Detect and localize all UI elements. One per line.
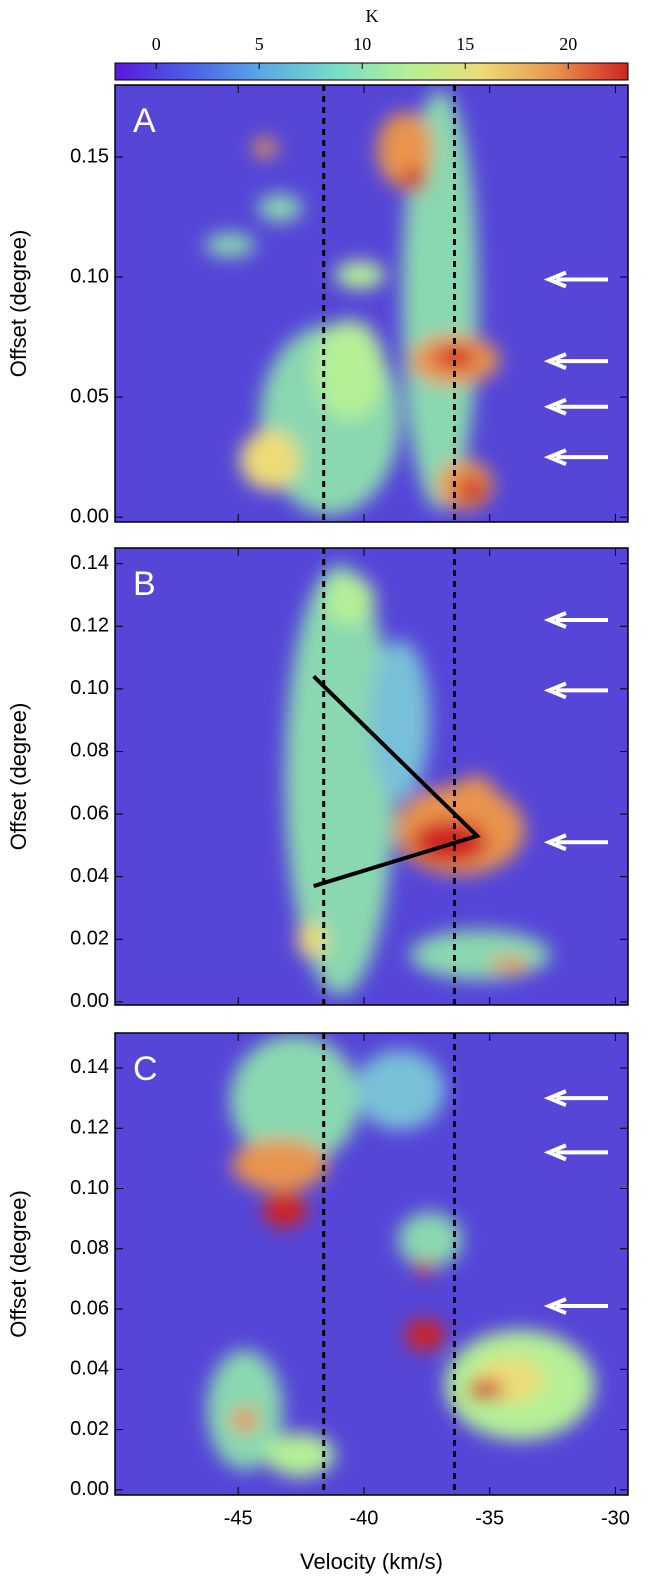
- arrow: [543, 681, 608, 700]
- y-tick-label: 0.12: [70, 1117, 109, 1139]
- colorbar-tick-label: 20: [559, 34, 577, 54]
- y-tick-label: 0.08: [70, 740, 109, 762]
- colorbar-tick-label: 5: [255, 34, 264, 54]
- y-tick-label: 0.00: [70, 1478, 109, 1500]
- y-tick-label: 0.05: [70, 385, 109, 407]
- arrow: [543, 1143, 608, 1162]
- arrow: [543, 1089, 608, 1107]
- y-tick-label: 0.14: [70, 552, 109, 574]
- y-tick-label: 0.04: [70, 1358, 109, 1380]
- colorbar-tick-label: 10: [353, 34, 371, 54]
- y-tick-label: 0.10: [70, 677, 109, 699]
- y-tick-label: 0.10: [70, 1177, 109, 1199]
- x-tick-label: -30: [601, 1507, 630, 1529]
- y-axis-label: Offset (degree): [6, 230, 31, 378]
- gradient-line: [312, 674, 481, 888]
- x-axis-label: Velocity (km/s): [300, 1549, 443, 1574]
- y-tick-label: 0.06: [70, 802, 109, 824]
- y-axis-label: Offset (degree): [6, 703, 31, 851]
- y-tick-label: 0.10: [70, 265, 109, 287]
- arrow: [543, 397, 608, 416]
- arrow: [543, 1297, 608, 1315]
- y-tick-label: 0.00: [70, 505, 109, 527]
- panel-label: B: [133, 565, 156, 603]
- arrow: [543, 611, 608, 629]
- arrow: [543, 833, 608, 852]
- emission-b: [115, 548, 628, 1005]
- y-tick-label: 0.12: [70, 615, 109, 637]
- y-tick-label: 0.04: [70, 865, 109, 887]
- arrow: [543, 448, 608, 467]
- colorbar-label: K: [366, 6, 379, 26]
- plot-frame: [114, 1032, 629, 1496]
- y-tick-label: 0.06: [70, 1297, 109, 1319]
- y-tick-label: 0.02: [70, 1418, 109, 1440]
- y-tick-label: 0.15: [70, 145, 109, 167]
- y-tick-label: 0.08: [70, 1237, 109, 1259]
- emission-c: [115, 1033, 628, 1495]
- panel-label: C: [133, 1050, 158, 1088]
- colorbar-tick-label: 0: [152, 34, 161, 54]
- y-tick-label: 0.14: [70, 1056, 109, 1078]
- x-tick-label: -40: [350, 1507, 379, 1529]
- colorbar-tick-label: 15: [456, 34, 474, 54]
- y-tick-label: 0.00: [70, 990, 109, 1012]
- panel-label: A: [133, 102, 156, 140]
- plot-frame: [114, 84, 629, 523]
- plot-frame: [114, 547, 629, 1006]
- colorbar: [114, 62, 629, 81]
- y-tick-label: 0.02: [70, 928, 109, 950]
- arrow: [543, 352, 608, 370]
- x-tick-label: -35: [475, 1507, 504, 1529]
- arrow: [543, 270, 608, 289]
- y-axis-label: Offset (degree): [6, 1190, 31, 1338]
- x-tick-label: -45: [224, 1507, 253, 1529]
- emission-a: [115, 85, 628, 522]
